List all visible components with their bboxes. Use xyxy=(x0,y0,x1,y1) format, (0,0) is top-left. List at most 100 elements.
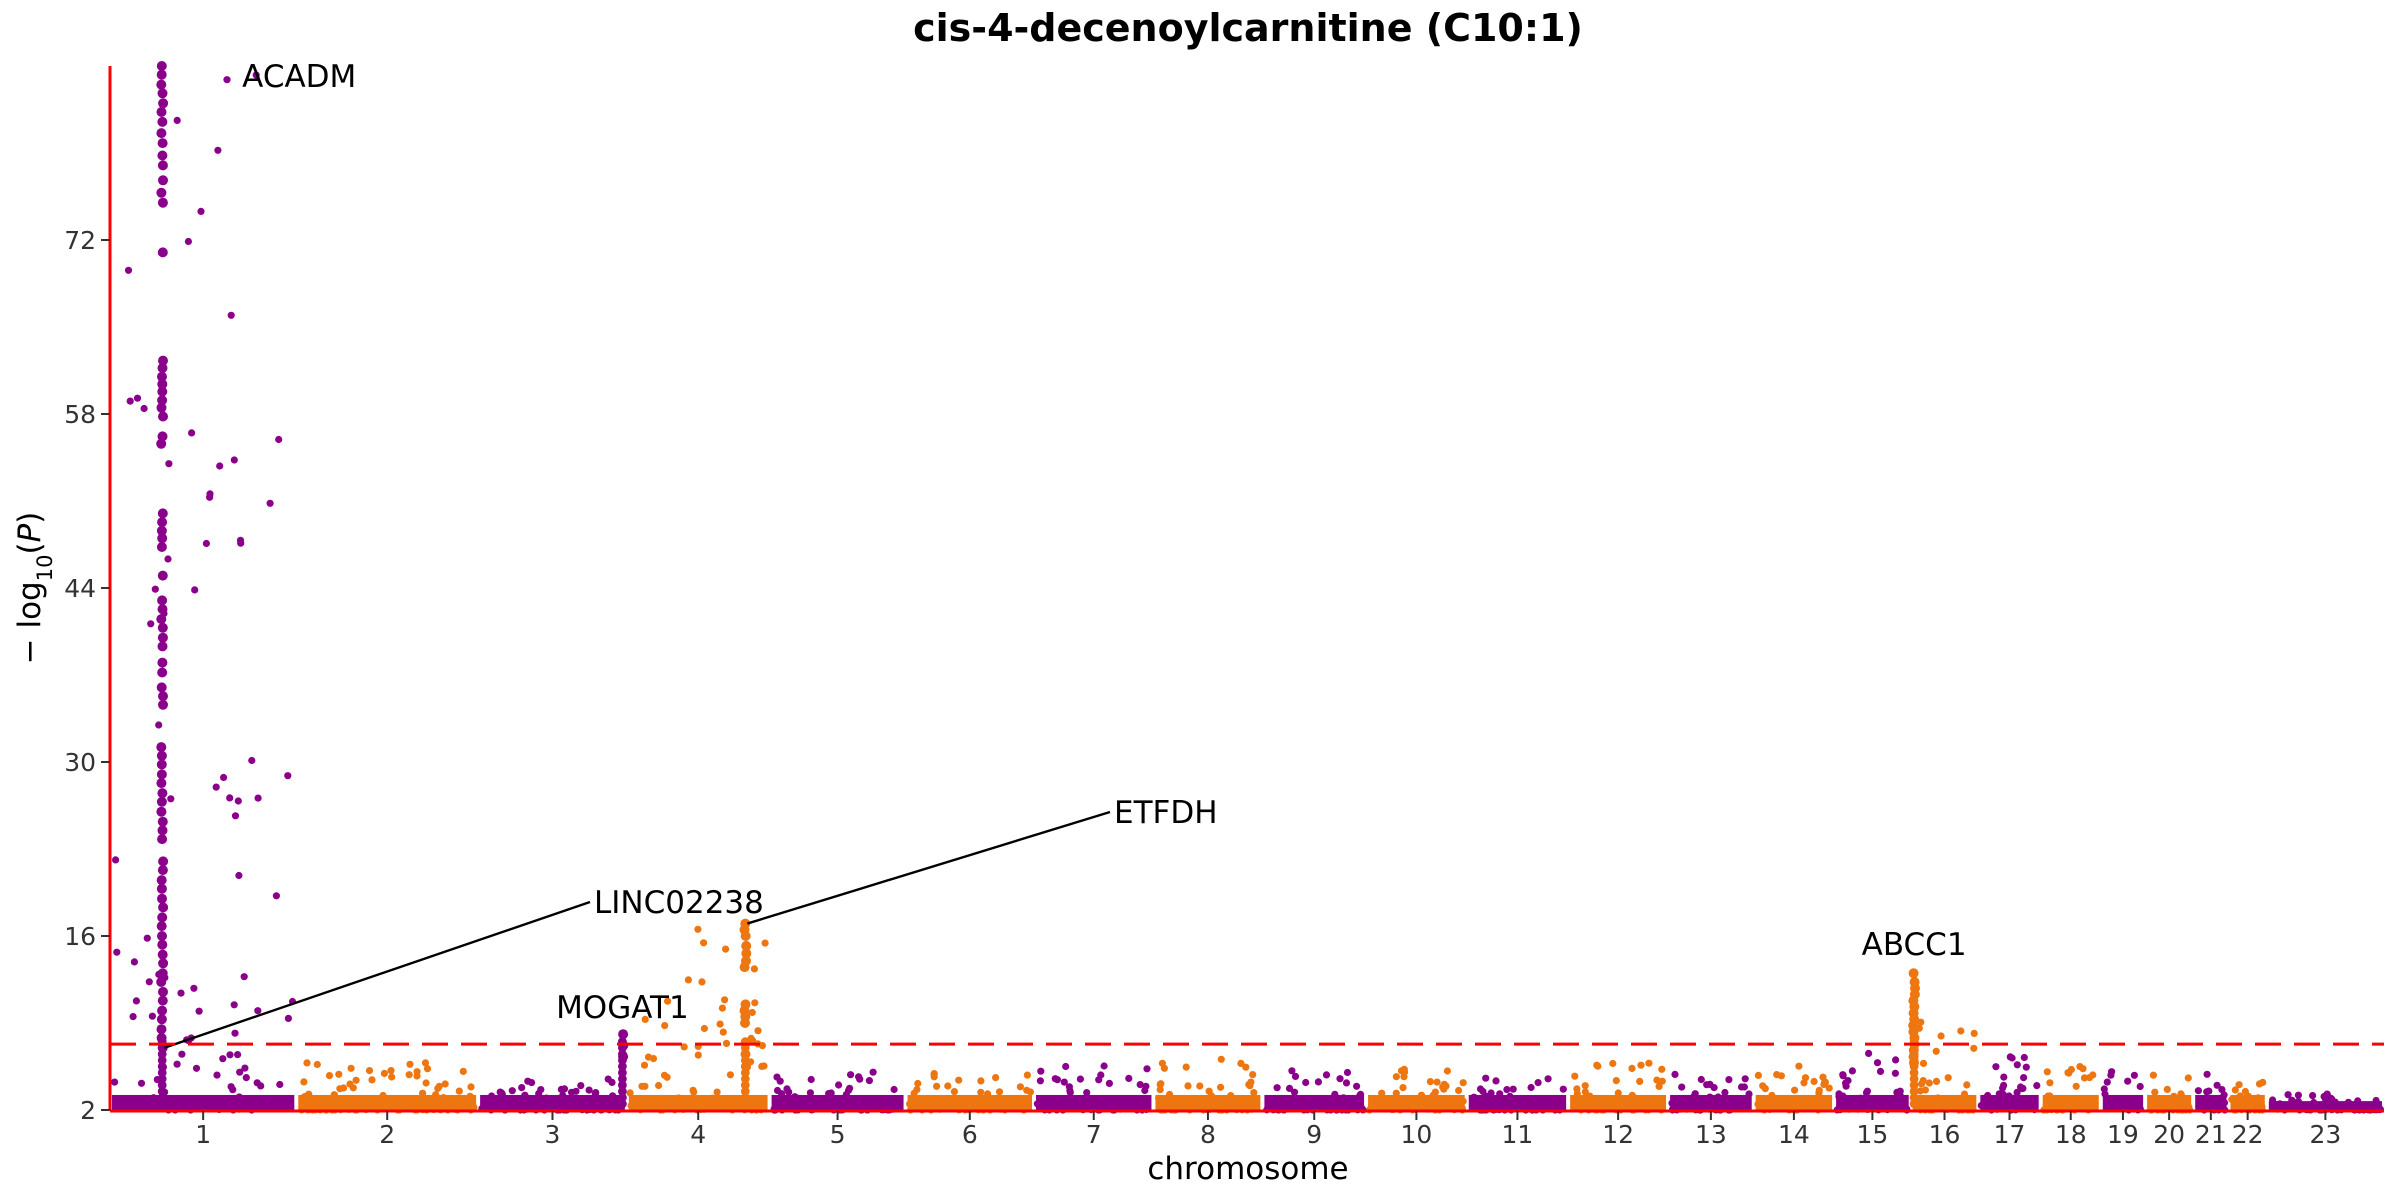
peak-point-chr-1 xyxy=(157,632,168,643)
chr-6-point xyxy=(993,1095,1001,1103)
chr-15-point xyxy=(1891,1069,1899,1077)
chr-2-point xyxy=(365,1067,374,1075)
chr-1-point xyxy=(284,772,292,780)
chr-10-point xyxy=(1443,1067,1451,1075)
chr-2-point xyxy=(455,1087,463,1095)
chr-7-point xyxy=(1042,1100,1050,1108)
chr-4-point xyxy=(751,999,759,1007)
chr-12-point xyxy=(1636,1098,1644,1106)
chr-20-point xyxy=(2177,1091,2185,1099)
peak-point-chr-3 xyxy=(618,1093,627,1102)
chr-1-point xyxy=(231,812,240,820)
chr-6-point xyxy=(1006,1098,1014,1106)
chr-5-point xyxy=(807,1098,815,1106)
chr-7-point xyxy=(1074,1095,1082,1103)
chr-6-point xyxy=(930,1073,938,1081)
peak-point-chr-3 xyxy=(618,1087,627,1096)
chr-4-point xyxy=(698,978,706,986)
x-tick-label-chr-19: 19 xyxy=(2107,1120,2139,1149)
chr-3-point xyxy=(567,1103,575,1111)
peak-point-chr-4 xyxy=(740,1074,750,1084)
chr-1-point xyxy=(235,871,243,880)
chr-2-point xyxy=(408,1095,416,1103)
chr-3-point xyxy=(488,1092,496,1100)
chr-1-point xyxy=(220,773,228,782)
peak-point-chr-4 xyxy=(739,962,750,973)
chr-2-point xyxy=(439,1094,448,1102)
chr-4-point xyxy=(644,1053,653,1061)
chr-14-point xyxy=(1795,1062,1803,1070)
chr-16-point xyxy=(1963,1081,1971,1089)
chr-1-point xyxy=(245,1097,253,1105)
x-tick-label-chr-21: 21 xyxy=(2195,1120,2227,1149)
peak-point-chr-1 xyxy=(156,61,167,71)
peak-point-chr-1 xyxy=(157,995,168,1006)
chr-18-point xyxy=(2043,1068,2051,1076)
y-axis-ticks: 2 16 30 44 58 72 xyxy=(64,226,110,1125)
chr-11-point xyxy=(1506,1092,1514,1100)
chr-14-point xyxy=(1815,1086,1823,1094)
chr-9-point xyxy=(1319,1104,1327,1112)
chr-6-point xyxy=(913,1086,921,1094)
peak-point-chr-1 xyxy=(156,438,167,449)
chr-10-point xyxy=(1400,1101,1408,1109)
chr-4-point xyxy=(719,1028,727,1036)
chr-4-point xyxy=(655,1081,663,1090)
chr-10-point xyxy=(1440,1080,1448,1088)
chr-12-point xyxy=(1612,1077,1620,1085)
chr-2-point xyxy=(300,1078,308,1086)
chr-7-point xyxy=(1066,1088,1074,1096)
chr-1-point xyxy=(254,1007,262,1015)
chr-1-point xyxy=(235,1093,243,1101)
chr-12-point xyxy=(1580,1095,1588,1103)
peak-point-chr-16 xyxy=(1909,1062,1919,1071)
peak-point-chr-1 xyxy=(157,1093,167,1102)
chr-16-point xyxy=(1919,1059,1928,1067)
chr-2-point xyxy=(470,1103,478,1111)
chr-10-point xyxy=(1459,1097,1467,1105)
chr-5-point xyxy=(878,1095,886,1103)
peak-point-chr-1 xyxy=(157,641,168,652)
chr-5-point xyxy=(869,1068,877,1076)
chr-18-point xyxy=(2072,1082,2080,1090)
peak-point-chr-1 xyxy=(157,1080,167,1090)
chr-6-point xyxy=(977,1088,985,1096)
gene-annotations: ACADM LINC02238 MOGAT1 ETFDH ABCC1 xyxy=(163,59,1967,1049)
peak-point-chr-1 xyxy=(156,542,167,552)
chr-12-point xyxy=(1614,1089,1622,1097)
chr-1-point xyxy=(240,973,248,981)
chr-2-point xyxy=(467,1083,475,1091)
chr-11-point xyxy=(1559,1085,1567,1093)
chr-1-baseline-band xyxy=(112,1094,295,1110)
peak-point-chr-4 xyxy=(740,1049,750,1059)
peak-point-chr-1 xyxy=(156,525,167,536)
chr-8-point xyxy=(1182,1063,1190,1071)
chr-12-point xyxy=(1591,1100,1599,1109)
chr-12-point xyxy=(1581,1088,1589,1096)
chr-14-point xyxy=(1800,1079,1808,1087)
chr-2-point xyxy=(305,1090,313,1098)
chr-3-point xyxy=(517,1099,525,1107)
peak-point-chr-16 xyxy=(1909,1080,1919,1090)
chr-8-point xyxy=(1205,1087,1213,1095)
peak-point-chr-1 xyxy=(157,1043,167,1053)
chr-16-point xyxy=(1970,1044,1978,1052)
chr-22-point xyxy=(2231,1086,2239,1094)
chr-23-point xyxy=(2309,1092,2317,1100)
chr-1-point xyxy=(275,435,283,444)
chr-1-point xyxy=(254,794,262,802)
peak-point-chr-1 xyxy=(157,395,168,406)
chr-18-point xyxy=(2067,1096,2075,1104)
chr-5-point xyxy=(835,1081,843,1089)
chr-8-point xyxy=(1222,1099,1230,1107)
chr-6-point xyxy=(953,1096,961,1105)
chr-21-point xyxy=(2220,1091,2228,1099)
chr-1-point xyxy=(130,958,138,966)
chr-15-point xyxy=(1873,1059,1882,1067)
chr-8-point xyxy=(1166,1090,1174,1098)
peak-point-chr-16 xyxy=(1909,1093,1919,1102)
chr-4-point xyxy=(664,997,672,1005)
chr-10-point xyxy=(1433,1078,1441,1086)
chr-15-point xyxy=(1845,1100,1853,1109)
chr-4-point xyxy=(700,1024,709,1033)
